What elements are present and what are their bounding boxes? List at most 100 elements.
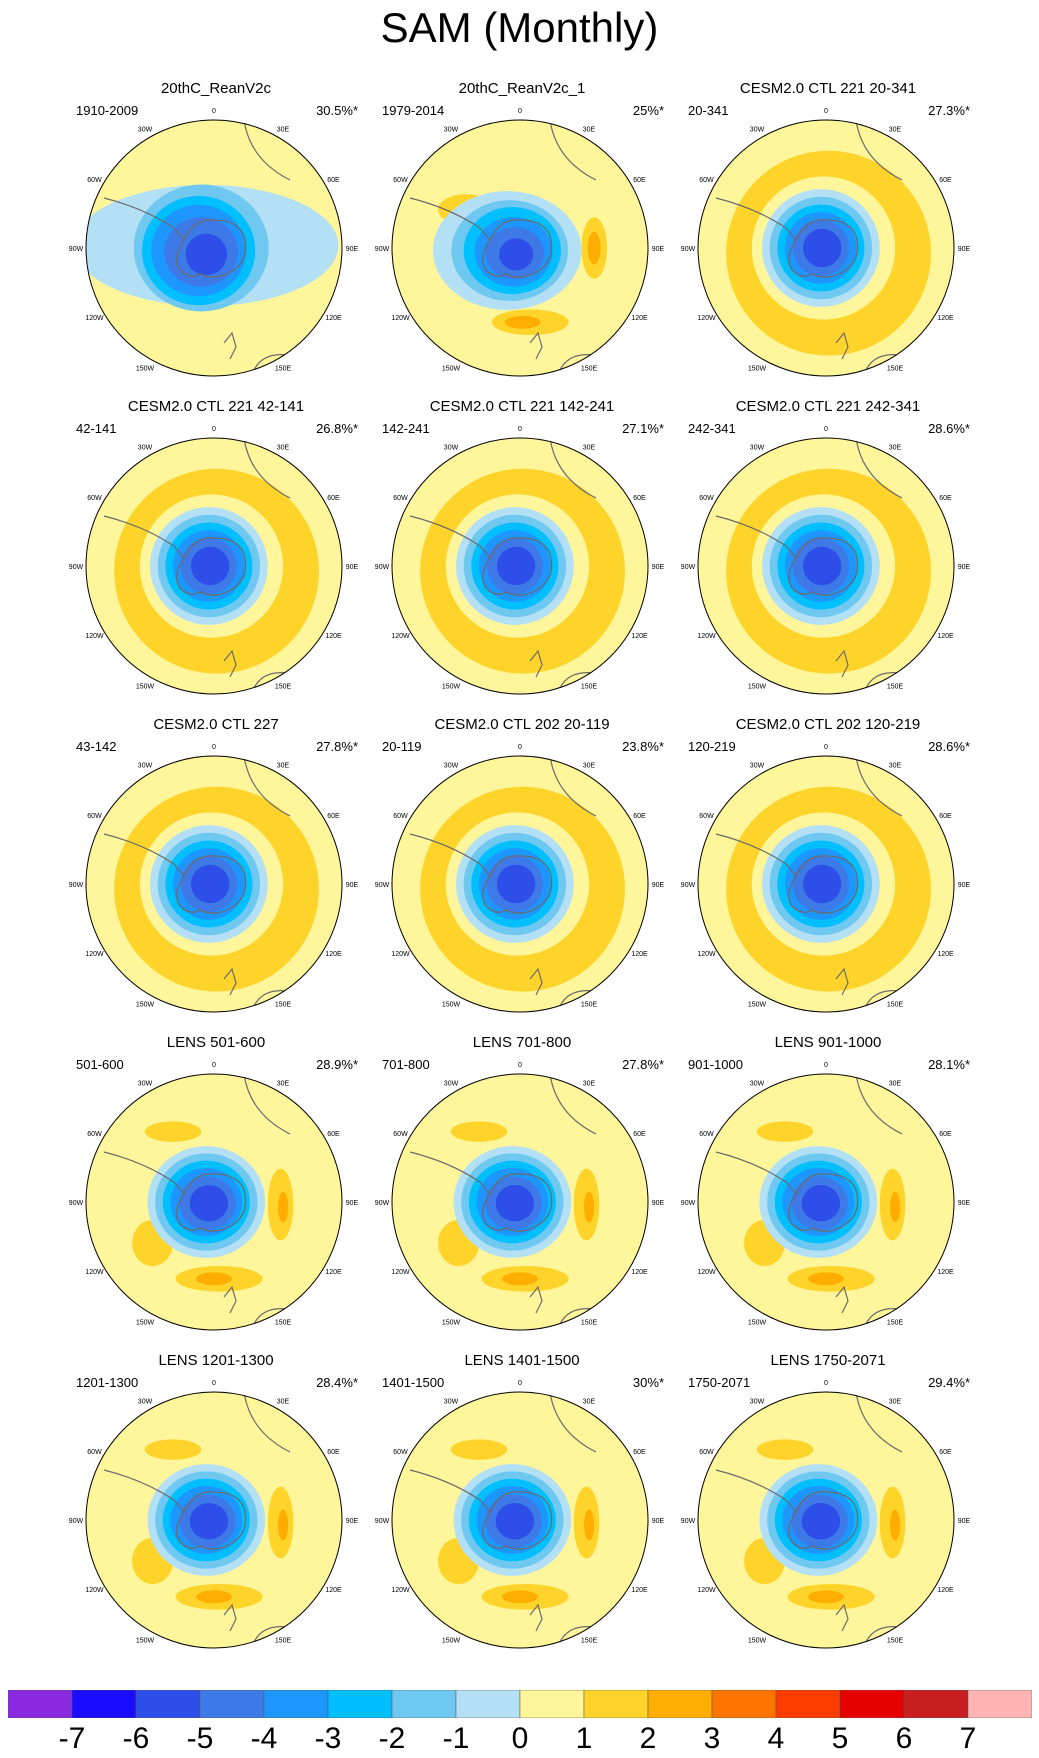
longitude-tick-label: 120W bbox=[85, 1269, 104, 1276]
anomaly-contour bbox=[190, 546, 230, 586]
polar-map: 030E60E90E120E150E180150W120W90W60W30W bbox=[375, 426, 665, 695]
polar-map: 030E60E90E120E150E180150W120W90W60W30W bbox=[375, 744, 665, 1013]
longitude-tick-label: 150E bbox=[275, 1002, 292, 1009]
longitude-tick-label: 150E bbox=[887, 1320, 904, 1327]
longitude-tick-label: 90W bbox=[375, 564, 390, 571]
panel-variance-percent: 28.9%* bbox=[316, 1057, 358, 1072]
longitude-tick-label: 120E bbox=[937, 951, 954, 958]
south-america-coastline bbox=[103, 833, 185, 877]
panel-variance-percent: 28.1%* bbox=[928, 1057, 970, 1072]
longitude-tick-label: 120W bbox=[391, 1269, 410, 1276]
longitude-tick-label: 0 bbox=[518, 1380, 522, 1387]
new-zealand-coastline bbox=[835, 967, 849, 996]
anomaly-contour bbox=[801, 1503, 841, 1540]
longitude-tick-label: 30W bbox=[444, 762, 459, 769]
longitude-tick-label: 90E bbox=[652, 1200, 665, 1207]
longitude-tick-label: 90W bbox=[681, 564, 696, 571]
panel-title: LENS 901-1000 bbox=[774, 1034, 882, 1051]
new-zealand-coastline bbox=[223, 1285, 237, 1314]
map-boundary bbox=[697, 1391, 955, 1649]
colorbar-tick-label: 5 bbox=[831, 1722, 849, 1755]
longitude-tick-label: 30E bbox=[889, 1398, 902, 1405]
antarctica-coastline bbox=[176, 1491, 247, 1550]
map-panel: CESM2.0 CTL 221 142-241 142-241 27.1%* 0 30E… bbox=[372, 398, 672, 698]
anomaly-contour bbox=[495, 1503, 535, 1540]
south-america-coastline bbox=[409, 1469, 491, 1513]
longitude-tick-label: 150W bbox=[442, 1320, 461, 1327]
new-zealand-coastline bbox=[529, 331, 543, 360]
longitude-tick-label: 150W bbox=[442, 1638, 461, 1645]
longitude-tick-label: 60W bbox=[87, 177, 102, 184]
longitude-tick-label: 150W bbox=[748, 1002, 767, 1009]
longitude-tick-label: 0 bbox=[518, 744, 522, 751]
antarctica-coastline bbox=[176, 855, 247, 914]
panel-period: 501-600 bbox=[76, 1057, 124, 1072]
anomaly-contour bbox=[144, 1439, 202, 1460]
longitude-tick-label: 90W bbox=[375, 882, 390, 889]
longitude-tick-label: 0 bbox=[518, 108, 522, 115]
longitude-tick-label: 60W bbox=[699, 813, 714, 820]
map-panel: LENS 501-600 501-600 28.9%* 0 30E 60E 90E 120E 1… bbox=[66, 1034, 366, 1334]
longitude-tick-label: 150E bbox=[275, 366, 292, 373]
longitude-tick-label: 60E bbox=[633, 177, 646, 184]
panel-title: CESM2.0 CTL 221 42-141 bbox=[127, 398, 305, 415]
map-boundary bbox=[85, 119, 343, 377]
map-boundary bbox=[697, 437, 955, 695]
anomaly-contour bbox=[801, 1185, 841, 1222]
longitude-tick-label: 90E bbox=[652, 882, 665, 889]
longitude-tick-label: 90E bbox=[346, 1518, 359, 1525]
colorbar-tick-label: -5 bbox=[186, 1722, 214, 1755]
south-america-coastline bbox=[715, 515, 797, 559]
panel-title: CESM2.0 CTL 202 120-219 bbox=[735, 716, 921, 733]
map-boundary bbox=[391, 1391, 649, 1649]
longitude-tick-label: 150E bbox=[887, 684, 904, 691]
longitude-tick-label: 30W bbox=[750, 1080, 765, 1087]
longitude-tick-label: 0 bbox=[212, 108, 216, 115]
antarctica-coastline bbox=[176, 219, 247, 278]
longitude-tick-label: 90E bbox=[346, 564, 359, 571]
panel-period: 901-1000 bbox=[688, 1057, 743, 1072]
polar-map: 030E60E90E120E150E180150W120W90W60W30W bbox=[375, 1380, 665, 1649]
map-panel: CESM2.0 CTL 221 242-341 242-341 28.6%* 0 30E… bbox=[678, 398, 978, 698]
colorbar-swatch bbox=[71, 1690, 137, 1718]
panel-variance-percent: 30%* bbox=[632, 1375, 664, 1390]
longitude-tick-label: 30E bbox=[277, 126, 290, 133]
map-field bbox=[392, 756, 648, 1012]
longitude-tick-label: 30E bbox=[889, 1080, 902, 1087]
longitude-tick-label: 30E bbox=[277, 1398, 290, 1405]
longitude-tick-label: 60E bbox=[633, 1449, 646, 1456]
longitude-tick-label: 150W bbox=[136, 684, 155, 691]
polar-map: 030E60E90E120E150E180150W120W90W60W30W bbox=[681, 426, 971, 695]
longitude-tick-label: 60E bbox=[327, 495, 340, 502]
south-america-coastline bbox=[103, 1469, 185, 1513]
longitude-tick-label: 60W bbox=[699, 177, 714, 184]
anomaly-contour bbox=[496, 864, 536, 904]
longitude-tick-label: 30E bbox=[583, 126, 596, 133]
longitude-tick-label: 150E bbox=[887, 1638, 904, 1645]
longitude-tick-label: 150W bbox=[442, 684, 461, 691]
new-zealand-coastline bbox=[835, 331, 849, 360]
new-zealand-coastline bbox=[223, 649, 237, 678]
antarctica-coastline bbox=[788, 1173, 859, 1232]
panel-variance-percent: 30.5%* bbox=[316, 103, 358, 118]
longitude-tick-label: 60E bbox=[633, 1131, 646, 1138]
longitude-tick-label: 60W bbox=[87, 1449, 102, 1456]
longitude-tick-label: 90E bbox=[958, 1200, 971, 1207]
longitude-tick-label: 120W bbox=[697, 1269, 716, 1276]
south-america-coastline bbox=[715, 197, 797, 241]
longitude-tick-label: 30E bbox=[583, 762, 596, 769]
colorbar-tick-label: 2 bbox=[639, 1722, 657, 1755]
longitude-tick-label: 120E bbox=[325, 1587, 342, 1594]
panel-period: 1401-1500 bbox=[382, 1375, 445, 1390]
panel-variance-percent: 27.3%* bbox=[928, 103, 970, 118]
map-panel: LENS 701-800 701-800 27.8%* 0 30E 60E 90E 120E 1… bbox=[372, 1034, 672, 1334]
map-panel: CESM2.0 CTL 221 20-341 20-341 27.3%* 0 30E 60… bbox=[678, 80, 978, 380]
map-boundary bbox=[391, 755, 649, 1013]
polar-map: 030E60E90E120E150E180150W120W90W60W30W bbox=[681, 108, 971, 377]
south-america-coastline bbox=[409, 833, 491, 877]
colorbar-swatch bbox=[839, 1690, 905, 1718]
anomaly-contour bbox=[499, 238, 534, 271]
longitude-tick-label: 30E bbox=[277, 762, 290, 769]
anomaly-contour bbox=[587, 231, 601, 265]
anomaly-contour bbox=[756, 1121, 814, 1142]
